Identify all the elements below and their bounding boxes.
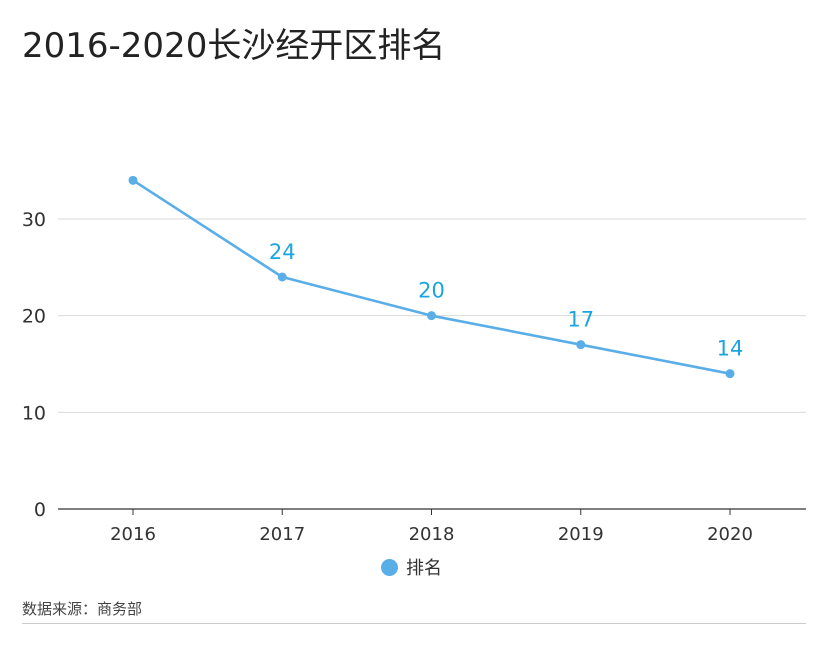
bottom-divider [22, 623, 806, 624]
data-label: 14 [717, 337, 744, 361]
data-point [576, 340, 586, 350]
data-label: 20 [418, 279, 445, 303]
x-tick-label: 2018 [409, 524, 455, 545]
data-point [277, 272, 287, 282]
x-tick-label: 2019 [558, 524, 604, 545]
x-tick-label: 2020 [707, 524, 753, 545]
legend[interactable]: 排名 [381, 554, 442, 580]
data-source: 数据来源：商务部 [22, 600, 143, 618]
series-line [132, 179, 731, 375]
chart-title: 2016-2020长沙经开区排名 [22, 26, 446, 66]
data-label: 24 [269, 240, 296, 264]
y-tick-label: 20 [22, 306, 46, 328]
data-point [128, 175, 138, 185]
y-tick-label: 30 [22, 209, 46, 231]
y-tick-label: 10 [22, 402, 46, 424]
legend-marker [381, 558, 398, 576]
data-point [427, 311, 436, 321]
legend-label: 排名 [406, 558, 442, 579]
data-point [725, 369, 735, 379]
x-tick-label: 2016 [110, 524, 156, 545]
y-tick-label: 0 [34, 499, 46, 521]
data-label: 17 [567, 308, 594, 332]
x-tick-label: 2017 [259, 524, 305, 545]
